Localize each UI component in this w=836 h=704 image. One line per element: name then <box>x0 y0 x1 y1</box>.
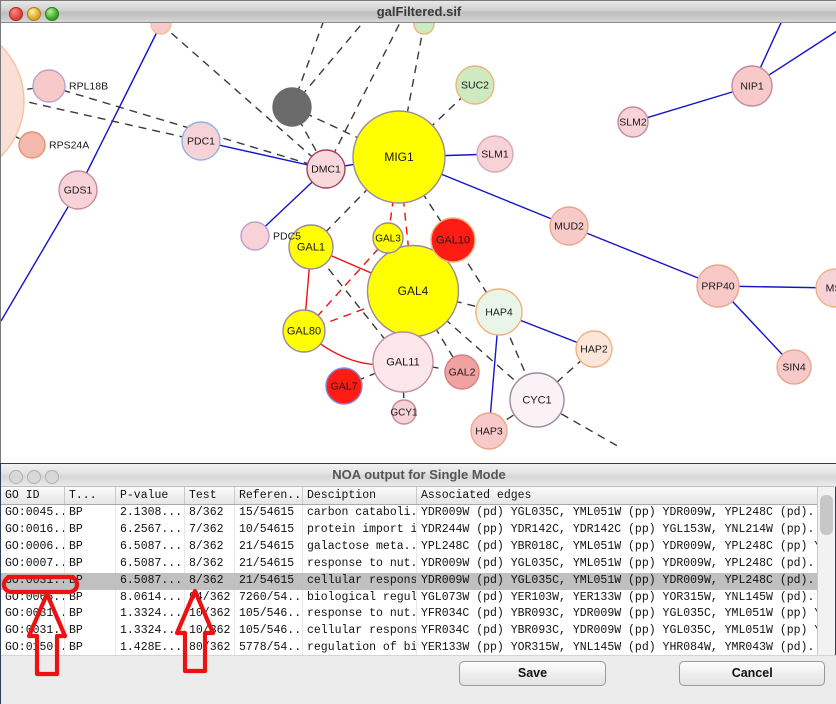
svg-text:MUD2: MUD2 <box>554 221 584 233</box>
svg-text:HAP4: HAP4 <box>485 307 513 319</box>
svg-text:PDC1: PDC1 <box>187 136 215 148</box>
svg-text:GDS1: GDS1 <box>64 185 93 197</box>
svg-text:MIG1: MIG1 <box>384 150 414 164</box>
svg-text:SLM2: SLM2 <box>619 117 647 129</box>
svg-text:SUC2: SUC2 <box>461 80 489 92</box>
svg-text:MSI: MSI <box>826 283 836 295</box>
svg-text:GAL2: GAL2 <box>449 367 476 379</box>
svg-text:PDC5: PDC5 <box>273 231 301 243</box>
svg-text:GCY1: GCY1 <box>390 407 418 418</box>
svg-text:SLM1: SLM1 <box>481 149 509 161</box>
svg-text:HAP2: HAP2 <box>580 344 608 356</box>
svg-text:GAL11: GAL11 <box>386 357 419 369</box>
svg-text:GAL10: GAL10 <box>436 235 470 247</box>
svg-text:GAL1: GAL1 <box>297 242 325 254</box>
svg-text:CYC1: CYC1 <box>522 395 551 407</box>
svg-text:PRP40: PRP40 <box>701 281 734 293</box>
svg-text:HAP3: HAP3 <box>475 426 503 438</box>
svg-text:GAL7: GAL7 <box>331 381 358 393</box>
svg-text:GAL80: GAL80 <box>287 326 321 338</box>
svg-text:GAL4: GAL4 <box>398 284 429 298</box>
svg-text:NIP1: NIP1 <box>740 81 764 93</box>
svg-text:DMC1: DMC1 <box>311 164 341 176</box>
svg-text:SIN4: SIN4 <box>782 362 806 374</box>
svg-text:GAL3: GAL3 <box>375 233 401 244</box>
svg-text:RPS24A: RPS24A <box>49 140 89 152</box>
svg-text:RPL18B: RPL18B <box>69 81 108 93</box>
